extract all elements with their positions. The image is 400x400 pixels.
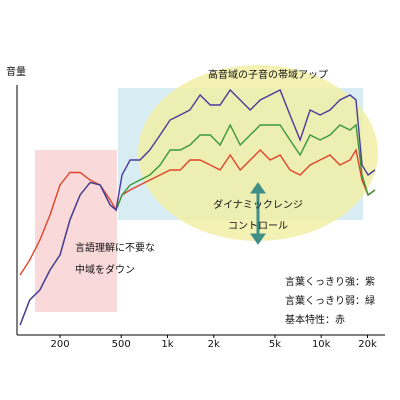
x-tick-label: 1k [161,339,173,350]
x-tick-label: 20k [358,339,377,350]
series-line [19,148,376,276]
series-line [19,88,376,326]
x-tick-label: 500 [112,339,131,350]
x-tick-label: 5k [269,339,281,350]
mid-band-highlight [35,150,117,312]
annotation: 言語理解に不要な [75,241,155,254]
annotation: ダイナミックレンジ [213,198,303,211]
annotation: 高音域の子音の帯域アップ [208,68,328,81]
double-arrow [250,182,266,245]
y-axis-label: 音量 [6,65,26,78]
x-tick-label: 200 [50,339,69,350]
legend-text: 基本特性：赤 [285,313,345,326]
x-tick-label: 10k [312,339,331,350]
x-tick-label: 2k [208,339,220,350]
legend-text: 言葉くっきり強：紫 [285,275,375,288]
annotation: 中域をダウン [75,263,135,276]
legend-text: 言葉くっきり弱：緑 [285,294,375,307]
annotation: コントロール [228,221,288,232]
